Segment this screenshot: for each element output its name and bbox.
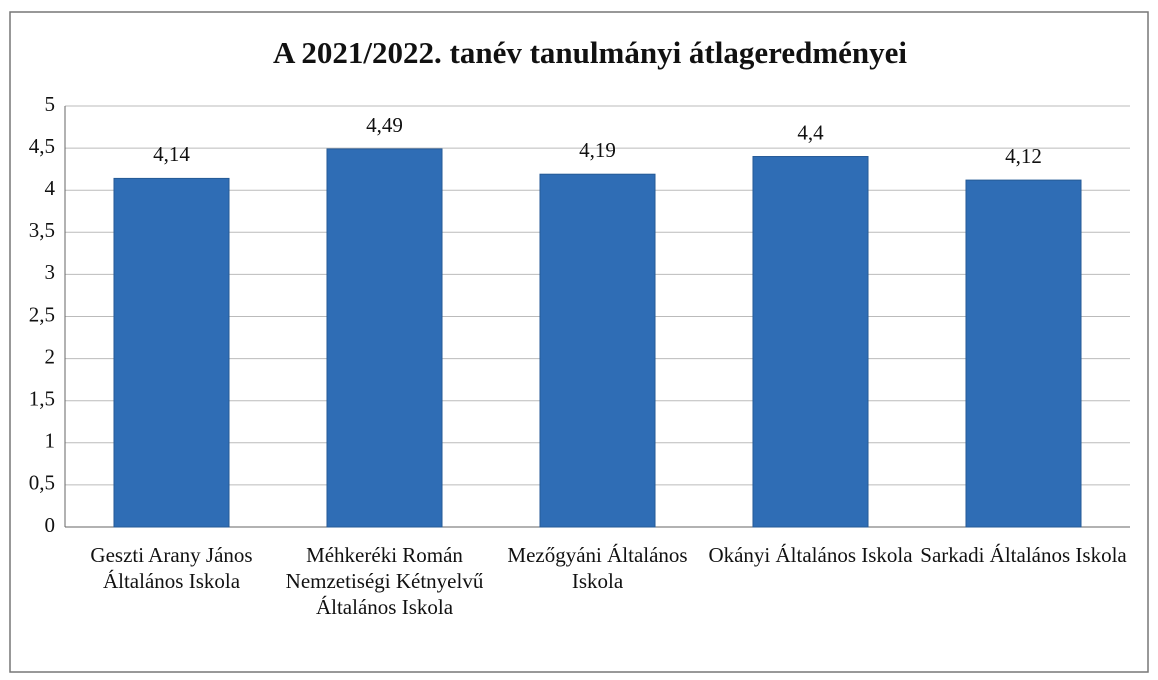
bar [113, 177, 230, 528]
y-tick-label: 3,5 [29, 218, 55, 242]
bar [326, 148, 443, 528]
x-tick-label: Geszti Arany János Általános Iskola [90, 543, 253, 593]
bar [539, 173, 656, 528]
bar [965, 179, 1082, 528]
x-tick-label: Sarkadi Általános Iskola [920, 543, 1127, 567]
y-tick-label: 4 [45, 176, 56, 200]
y-tick-label: 1 [45, 429, 56, 453]
data-label: 4,49 [366, 113, 403, 137]
data-label: 4,12 [1005, 144, 1042, 168]
y-tick-label: 1,5 [29, 387, 55, 411]
bar [752, 156, 869, 528]
y-tick-label: 4,5 [29, 134, 55, 158]
y-tick-label: 0,5 [29, 471, 55, 495]
y-tick-label: 0 [45, 513, 56, 537]
data-label: 4,14 [153, 142, 190, 166]
data-label: 4,19 [579, 138, 616, 162]
x-tick-label: Mezőgyáni Általános Iskola [507, 543, 688, 593]
y-tick-label: 3 [45, 260, 56, 284]
y-tick-label: 2,5 [29, 302, 55, 326]
chart-title: A 2021/2022. tanév tanulmányi átlageredm… [273, 35, 907, 70]
x-tick-label: Okányi Általános Iskola [708, 543, 913, 567]
data-label: 4,4 [797, 120, 824, 144]
x-tick-label: Méhkeréki Román Nemzetiségi Kétnyelvű Ál… [285, 543, 484, 619]
y-tick-label: 5 [45, 92, 56, 116]
y-tick-label: 2 [45, 344, 56, 368]
